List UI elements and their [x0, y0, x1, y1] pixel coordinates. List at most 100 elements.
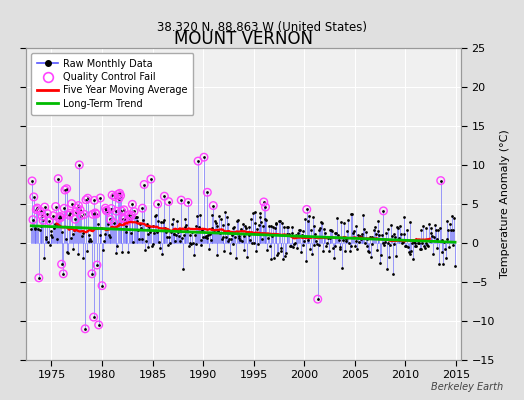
Point	[313, 296, 322, 302]
Point	[386, 242, 395, 248]
Point	[148, 243, 156, 249]
Point	[224, 221, 233, 227]
Point	[183, 228, 191, 235]
Point	[398, 240, 406, 246]
Point	[193, 213, 201, 219]
Point	[70, 227, 79, 233]
Point	[395, 235, 403, 242]
Point	[345, 240, 353, 247]
Point	[39, 217, 47, 224]
Point	[214, 227, 223, 234]
Point	[140, 181, 148, 188]
Point	[125, 212, 133, 218]
Point	[172, 232, 180, 238]
Point	[285, 230, 293, 237]
Point	[221, 209, 229, 216]
Point	[39, 217, 47, 224]
Point	[278, 220, 287, 226]
Point	[235, 233, 244, 240]
Point	[423, 242, 431, 248]
Point	[94, 322, 103, 328]
Point	[248, 240, 256, 246]
Point	[52, 236, 61, 242]
Point	[119, 215, 127, 222]
Point	[174, 233, 183, 239]
Point	[270, 225, 279, 231]
Point	[133, 214, 141, 221]
Point	[49, 212, 57, 219]
Point	[421, 225, 430, 231]
Point	[31, 224, 40, 231]
Point	[450, 215, 458, 221]
Point	[165, 198, 173, 205]
Point	[376, 260, 384, 266]
Point	[190, 252, 198, 258]
Point	[329, 245, 337, 252]
Point	[269, 224, 277, 231]
Point	[71, 216, 79, 222]
Point	[292, 232, 300, 238]
Point	[345, 248, 354, 254]
Point	[217, 236, 226, 242]
Point	[58, 261, 66, 268]
Point	[335, 237, 343, 244]
Point	[368, 240, 377, 247]
Point	[116, 192, 125, 199]
Point	[116, 192, 125, 199]
Point	[336, 246, 345, 253]
Point	[223, 214, 231, 220]
Point	[111, 250, 119, 256]
Point	[68, 200, 76, 207]
Point	[63, 248, 72, 255]
Point	[338, 265, 346, 271]
Point	[246, 237, 255, 244]
Point	[434, 227, 442, 233]
Point	[227, 236, 235, 242]
Point	[446, 227, 455, 234]
Point	[346, 243, 355, 250]
Point	[43, 210, 51, 217]
Point	[54, 176, 62, 182]
Point	[320, 234, 328, 240]
Point	[325, 234, 334, 241]
Point	[342, 238, 351, 244]
Point	[260, 216, 269, 222]
Point	[234, 217, 242, 224]
Point	[87, 238, 95, 245]
Point	[290, 241, 298, 248]
Point	[121, 216, 129, 222]
Point	[141, 247, 149, 253]
Point	[359, 212, 367, 218]
Point	[162, 229, 170, 236]
Point	[82, 197, 90, 203]
Point	[394, 224, 402, 231]
Point	[395, 237, 403, 243]
Point	[424, 242, 432, 249]
Point	[74, 202, 83, 209]
Point	[363, 243, 371, 249]
Point	[62, 236, 70, 242]
Point	[127, 212, 136, 218]
Point	[47, 228, 55, 234]
Point	[200, 154, 208, 160]
Point	[382, 230, 390, 236]
Point	[385, 254, 394, 260]
Point	[238, 220, 247, 227]
Point	[115, 190, 124, 196]
Point	[137, 225, 145, 232]
Point	[410, 238, 418, 245]
Point	[212, 223, 221, 229]
Point	[40, 204, 49, 210]
Point	[416, 246, 424, 252]
Point	[318, 220, 326, 226]
Point	[182, 222, 191, 228]
Point	[130, 208, 138, 215]
Point	[211, 218, 219, 225]
Point	[339, 237, 347, 243]
Point	[152, 212, 160, 218]
Point	[198, 227, 206, 233]
Point	[179, 266, 187, 272]
Point	[202, 235, 211, 241]
Point	[332, 229, 341, 236]
Point	[194, 158, 202, 164]
